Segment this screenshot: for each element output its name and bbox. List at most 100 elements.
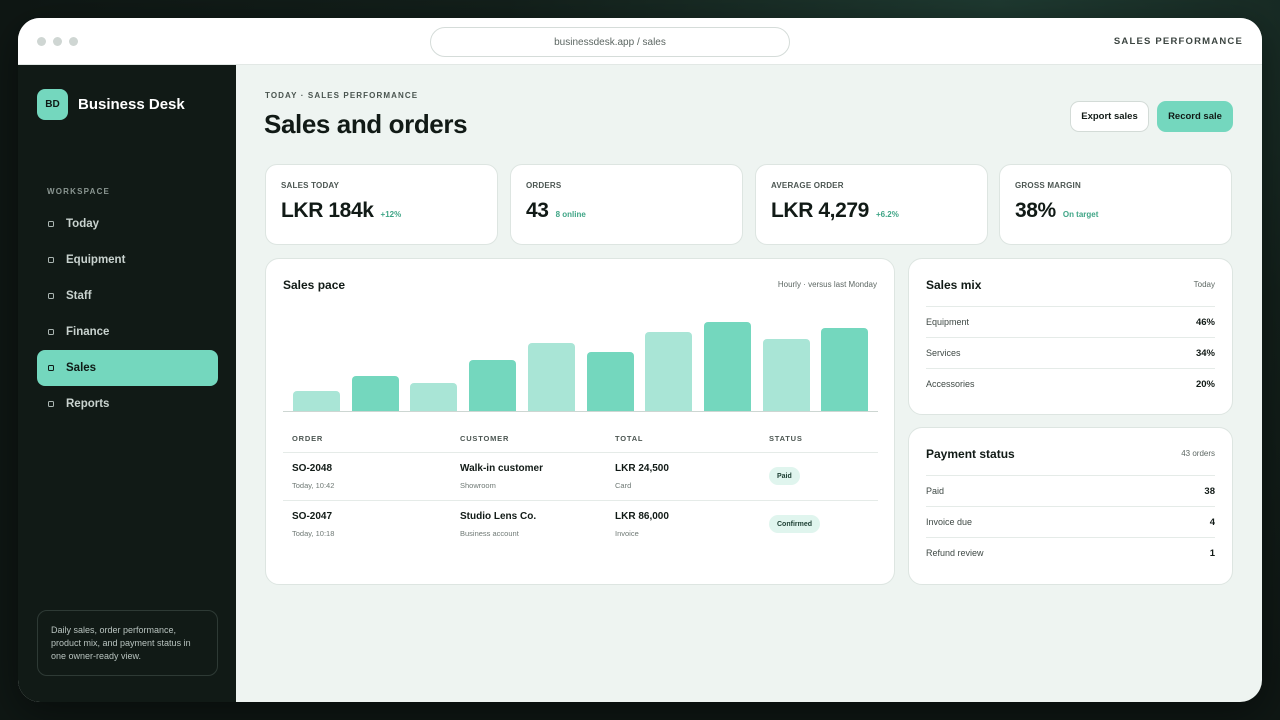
- window-controls: [37, 37, 78, 46]
- kpi-label: AVERAGE ORDER: [771, 181, 844, 190]
- payment-count: 1: [1209, 547, 1215, 559]
- nav-section-label: WORKSPACE: [47, 187, 111, 196]
- status-badge: Paid: [769, 467, 800, 485]
- table-divider: [283, 452, 878, 453]
- kpi-value: LKR 184k: [281, 199, 374, 222]
- browser-titlebar: businessdesk.app / sales SALES PERFORMAN…: [18, 18, 1262, 65]
- card-meta: Hourly · versus last Monday: [777, 280, 877, 289]
- payment-count: 4: [1209, 516, 1215, 528]
- chart-bar: [351, 375, 399, 412]
- list-item: Equipment 46%: [926, 306, 1215, 337]
- sidebar-item-reports[interactable]: Reports: [37, 386, 218, 422]
- list-item: Invoice due 4: [926, 506, 1215, 537]
- list-item: Services 34%: [926, 337, 1215, 368]
- kpi-value: 38%: [1015, 199, 1056, 222]
- chart-baseline: [283, 411, 878, 412]
- sidebar-item-today[interactable]: Today: [37, 206, 218, 242]
- chart-bar: [527, 343, 575, 412]
- customer-name: Studio Lens Co.: [460, 511, 537, 522]
- kpi-delta: On target: [1062, 210, 1099, 219]
- close-dot-icon[interactable]: [37, 37, 46, 46]
- kpi-card-orders: ORDERS 43 8 online: [510, 164, 743, 245]
- mix-label: Services: [926, 348, 961, 358]
- card-title: Sales pace: [283, 278, 346, 292]
- sales-mix-card: Sales mix Today Equipment 46% Services 3…: [908, 258, 1233, 415]
- customer-name: Walk-in customer: [460, 463, 543, 474]
- kpi-value: 43: [526, 199, 549, 222]
- column-header-order: ORDER: [292, 434, 324, 443]
- payment-label: Paid: [926, 486, 945, 496]
- kpi-card-sales-today: SALES TODAY LKR 184k +12%: [265, 164, 498, 245]
- list-item: Refund review 1: [926, 537, 1215, 568]
- square-bullet-icon: [48, 401, 54, 407]
- sales-pace-card: Sales pace Hourly · versus last Monday O…: [265, 258, 895, 585]
- kpi-label: GROSS MARGIN: [1015, 181, 1081, 190]
- mix-label: Equipment: [926, 317, 970, 327]
- chart-bar: [762, 339, 810, 412]
- sidebar-nav: Today Equipment Staff Finance Sales Repo…: [37, 206, 218, 422]
- sidebar-item-staff[interactable]: Staff: [37, 278, 218, 314]
- brand-logo: BD: [37, 89, 68, 120]
- sidebar-item-label: Finance: [66, 326, 110, 338]
- sidebar-item-label: Equipment: [66, 254, 126, 266]
- kpi-card-average-order: AVERAGE ORDER LKR 4,279 +6.2%: [755, 164, 988, 245]
- square-bullet-icon: [48, 329, 54, 335]
- kpi-delta: +12%: [380, 210, 402, 219]
- mix-value: 20%: [1195, 378, 1215, 390]
- sidebar-note: Daily sales, order performance, product …: [37, 610, 218, 676]
- square-bullet-icon: [48, 221, 54, 227]
- sales-pace-chart: [283, 314, 878, 412]
- minimize-dot-icon[interactable]: [53, 37, 62, 46]
- mix-label: Accessories: [926, 379, 975, 389]
- sidebar-item-finance[interactable]: Finance: [37, 314, 218, 350]
- card-meta: 43 orders: [1181, 449, 1215, 458]
- order-time: Today, 10:42: [292, 481, 335, 490]
- chart-bar: [469, 360, 517, 412]
- browser-window: businessdesk.app / sales SALES PERFORMAN…: [18, 18, 1262, 702]
- chart-bar: [293, 391, 340, 412]
- square-bullet-icon: [48, 365, 54, 371]
- card-title: Payment status: [926, 447, 1015, 461]
- kpi-label: SALES TODAY: [281, 181, 340, 190]
- order-total: LKR 24,500: [615, 463, 669, 474]
- order-time: Today, 10:18: [292, 529, 335, 538]
- column-header-total: TOTAL: [615, 434, 644, 443]
- mix-value: 34%: [1195, 347, 1215, 359]
- sidebar-item-sales[interactable]: Sales: [37, 350, 218, 386]
- page-eyebrow: TODAY · SALES PERFORMANCE: [265, 91, 419, 100]
- brand[interactable]: BD Business Desk: [37, 89, 185, 120]
- order-id: SO-2048: [292, 463, 333, 474]
- kpi-card-gross-margin: GROSS MARGIN 38% On target: [999, 164, 1232, 245]
- customer-channel: Business account: [460, 529, 519, 538]
- payment-label: Refund review: [926, 548, 984, 558]
- page-title: Sales and orders: [264, 109, 468, 139]
- payment-count: 38: [1204, 485, 1215, 497]
- chart-bar: [645, 331, 693, 412]
- list-item: Paid 38: [926, 475, 1215, 506]
- record-sale-button[interactable]: Record sale: [1157, 101, 1233, 132]
- brand-name: Business Desk: [78, 96, 185, 113]
- chart-bar: [703, 321, 751, 412]
- address-bar[interactable]: businessdesk.app / sales: [430, 27, 790, 57]
- payment-method: Invoice: [615, 529, 639, 538]
- main-content: TODAY · SALES PERFORMANCE Sales and orde…: [236, 65, 1262, 702]
- kpi-delta: +6.2%: [875, 210, 899, 219]
- sidebar: BD Business Desk WORKSPACE Today Equipme…: [18, 65, 236, 702]
- payment-status-card: Payment status 43 orders Paid 38 Invoice…: [908, 427, 1233, 585]
- table-divider: [283, 500, 878, 501]
- payment-method: Card: [615, 481, 632, 490]
- chart-bar: [586, 352, 634, 412]
- order-id: SO-2047: [292, 511, 333, 522]
- column-header-status: STATUS: [769, 434, 803, 443]
- order-total: LKR 86,000: [615, 511, 669, 522]
- sidebar-item-equipment[interactable]: Equipment: [37, 242, 218, 278]
- export-sales-button[interactable]: Export sales: [1070, 101, 1149, 132]
- payment-label: Invoice due: [926, 517, 973, 527]
- card-meta: Today: [1193, 280, 1215, 289]
- kpi-delta: 8 online: [555, 210, 586, 219]
- sidebar-item-label: Sales: [66, 362, 97, 374]
- maximize-dot-icon[interactable]: [69, 37, 78, 46]
- sidebar-item-label: Staff: [66, 290, 92, 302]
- kpi-value: LKR 4,279: [771, 199, 869, 222]
- kpi-label: ORDERS: [526, 181, 562, 190]
